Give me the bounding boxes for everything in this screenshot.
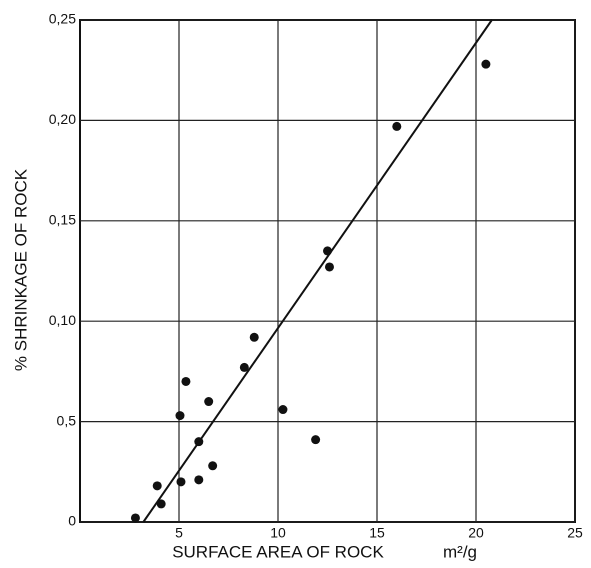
data-point bbox=[181, 376, 191, 386]
data-point bbox=[176, 477, 186, 487]
y-axis-title: % SHRINKAGE OF ROCK bbox=[11, 168, 30, 371]
data-point bbox=[392, 121, 402, 131]
data-point bbox=[194, 475, 204, 485]
x-tick-label: 5 bbox=[175, 525, 183, 541]
data-point bbox=[208, 461, 218, 471]
data-point bbox=[204, 397, 214, 407]
x-axis-unit: m²/g bbox=[443, 542, 477, 561]
data-point bbox=[239, 362, 249, 372]
y-tick-label: 0,10 bbox=[49, 312, 76, 328]
x-tick-label: 20 bbox=[468, 525, 484, 541]
y-tick-label: 0,5 bbox=[57, 412, 77, 428]
data-point bbox=[152, 481, 162, 491]
data-point bbox=[278, 405, 288, 415]
y-tick-label: 0,25 bbox=[49, 11, 76, 27]
data-point bbox=[311, 435, 321, 445]
data-point bbox=[156, 499, 166, 509]
data-point bbox=[481, 59, 491, 69]
x-tick-label: 15 bbox=[369, 525, 385, 541]
x-axis-title: SURFACE AREA OF ROCK bbox=[172, 542, 384, 561]
data-point bbox=[175, 411, 185, 421]
data-point bbox=[130, 513, 140, 523]
x-tick-label: 25 bbox=[567, 525, 583, 541]
trend-line bbox=[142, 19, 493, 523]
y-tick-label: 0,20 bbox=[49, 111, 76, 127]
y-tick-label: 0,15 bbox=[49, 212, 76, 228]
x-tick-label: 10 bbox=[270, 525, 286, 541]
y-tick-label: 0 bbox=[68, 513, 76, 529]
data-point bbox=[324, 262, 334, 272]
data-point bbox=[249, 332, 259, 342]
